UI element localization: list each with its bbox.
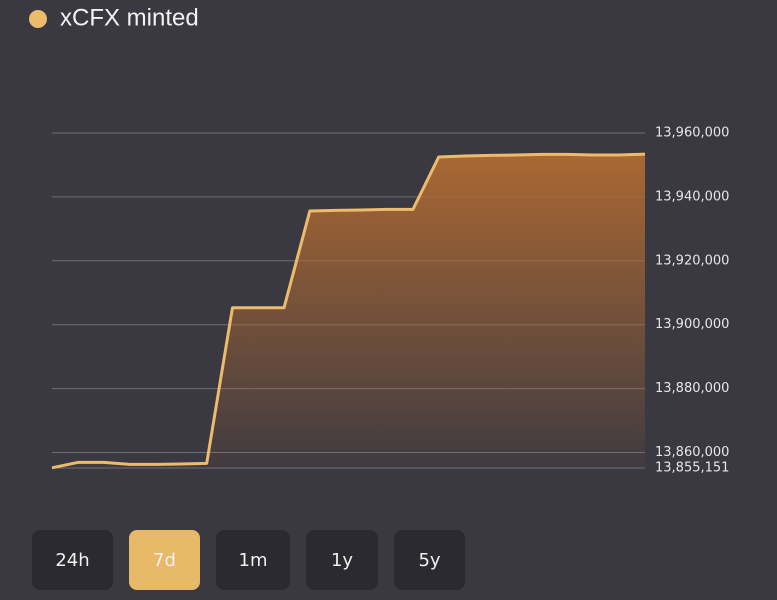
range-button[interactable]: 7d [129, 530, 200, 590]
y-tick-label: 13,900,000 [655, 317, 729, 332]
y-tick-label: 13,960,000 [655, 126, 729, 141]
range-button[interactable]: 1y [306, 530, 378, 590]
line [51, 152, 646, 470]
y-tick-label: 13,920,000 [655, 253, 729, 268]
range-button[interactable]: 5y [394, 530, 465, 590]
legend-label: xCFX minted [60, 4, 199, 31]
y-tick-label: 13,855,151 [655, 461, 729, 476]
y-tick-label: 13,940,000 [655, 189, 729, 204]
area [52, 154, 645, 468]
y-tick-label: 13,860,000 [655, 445, 729, 460]
legend-swatch [29, 10, 47, 28]
range-button[interactable]: 1m [216, 530, 290, 590]
range-controls: 24h 7d 1m 1y 5y [32, 530, 465, 590]
range-button[interactable]: 24h [32, 530, 113, 590]
y-tick-label: 13,880,000 [655, 381, 729, 396]
